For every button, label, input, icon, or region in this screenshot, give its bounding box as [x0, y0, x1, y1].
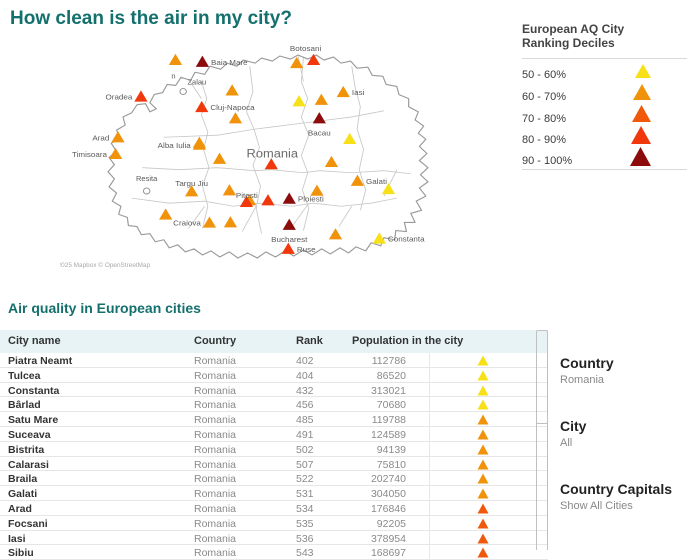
svg-text:Oradea: Oradea — [106, 93, 133, 102]
svg-text:Arad: Arad — [92, 134, 109, 143]
svg-text:Galati: Galati — [366, 177, 387, 186]
svg-text:Romania: Romania — [247, 147, 299, 161]
svg-text:Alba Iulia: Alba Iulia — [158, 141, 192, 150]
svg-text:Targu Jiu: Targu Jiu — [175, 179, 208, 188]
svg-text:Bacau: Bacau — [308, 129, 331, 138]
svg-text:Ruse: Ruse — [297, 245, 316, 254]
svg-text:Bucharest: Bucharest — [271, 235, 308, 244]
svg-text:Constanta: Constanta — [388, 235, 425, 244]
svg-text:Zalau: Zalau — [187, 78, 206, 87]
svg-text:Timisoara: Timisoara — [72, 150, 108, 159]
svg-text:Baia Mare: Baia Mare — [211, 58, 248, 67]
svg-text:© 2025 Mapbox © OpenStreetMap: © 2025 Mapbox © OpenStreetMap — [60, 262, 151, 269]
svg-text:Craiova: Craiova — [173, 219, 201, 228]
svg-text:Cluj-Napoca: Cluj-Napoca — [210, 103, 255, 112]
svg-text:n: n — [171, 72, 175, 81]
svg-text:Pitesti: Pitesti — [236, 191, 258, 200]
svg-text:Resita: Resita — [136, 174, 158, 183]
svg-text:Iasi: Iasi — [352, 88, 365, 97]
svg-text:Botosani: Botosani — [290, 44, 322, 53]
svg-text:Ploiesti: Ploiesti — [298, 195, 324, 204]
